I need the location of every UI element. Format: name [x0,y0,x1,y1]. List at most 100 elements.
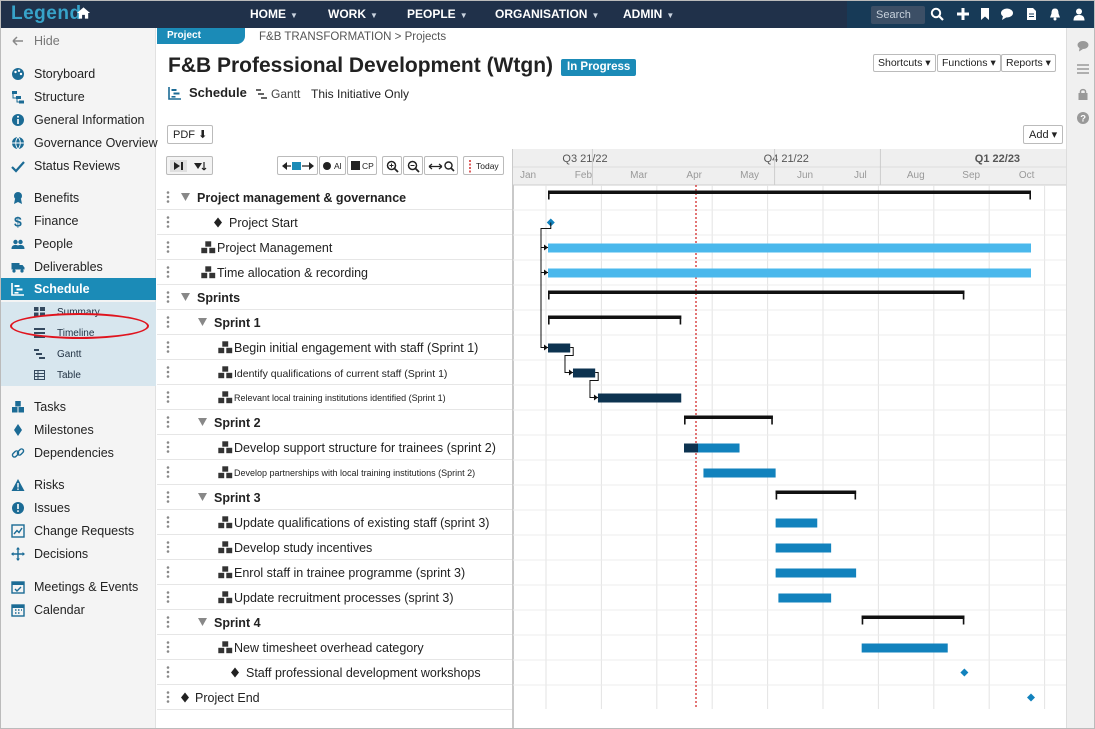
sidebar-item-storyboard[interactable]: Storyboard [1,63,156,85]
hide-sidebar-button[interactable]: Hide [1,30,156,52]
task-row[interactable]: Identify qualifications of current staff… [157,360,513,385]
menu-home[interactable]: HOME ▼ [250,7,298,21]
menu-organisation[interactable]: ORGANISATION ▼ [495,7,600,21]
sidebar-item-people[interactable]: People [1,233,156,255]
task-row[interactable]: Relevant local training institutions ide… [157,385,513,410]
task-bar[interactable] [775,568,857,578]
collapse-triangle-icon[interactable] [198,618,207,626]
sidebar-item-benefits[interactable]: Benefits [1,187,156,209]
task-row[interactable]: Begin initial engagement with staff (Spr… [157,335,513,360]
task-bar[interactable] [548,268,1031,278]
add-button[interactable]: Add ▾ [1023,125,1064,144]
task-bar[interactable] [548,343,571,353]
drag-handle-icon[interactable] [166,566,170,578]
drag-handle-icon[interactable] [166,241,170,253]
plus-icon[interactable] [956,7,970,21]
task-row[interactable]: Enrol staff in trainee programme (sprint… [157,560,513,585]
task-row[interactable]: Develop support structure for trainees (… [157,435,513,460]
sidebar-item-tasks[interactable]: Tasks [1,396,156,418]
menu-admin[interactable]: ADMIN ▼ [623,7,675,21]
task-bar[interactable] [597,393,682,403]
drag-handle-icon[interactable] [166,216,170,228]
task-bar[interactable] [703,468,776,478]
drag-handle-icon[interactable] [166,266,170,278]
sidebar-item-status-reviews[interactable]: Status Reviews [1,155,156,177]
drag-handle-icon[interactable] [166,641,170,653]
drag-handle-icon[interactable] [166,691,170,703]
task-row[interactable]: Sprint 2 [157,410,513,435]
expand-all-icon[interactable] [170,160,187,172]
sidebar-item-meetings-events[interactable]: Meetings & Events [1,576,156,598]
sidebar-sub-gantt[interactable]: Gantt [1,344,156,365]
task-row[interactable]: Project End [157,685,513,710]
zoom-out-button[interactable] [403,156,423,175]
task-bar[interactable] [775,543,832,553]
sidebar-item-deliverables[interactable]: Deliverables [1,256,156,278]
task-row[interactable]: Sprint 3 [157,485,513,510]
collapse-triangle-icon[interactable] [198,493,207,501]
task-row[interactable]: Update qualifications of existing staff … [157,510,513,535]
task-bar[interactable] [572,368,596,378]
pdf-export-button[interactable]: PDF ⬇ [167,125,214,144]
shortcuts-button[interactable]: Shortcuts ▾ [873,54,936,72]
collapse-triangle-icon[interactable] [181,193,190,201]
sidebar-item-milestones[interactable]: Milestones [1,419,156,441]
scope-filter[interactable]: This Initiative Only [311,87,410,101]
task-row[interactable]: Project Start [157,210,513,235]
today-button[interactable]: Today [463,156,504,175]
brand-logo[interactable]: Legend [11,3,82,24]
sidebar-item-calendar[interactable]: Calendar [1,599,156,621]
zoom-to-fit-button[interactable] [424,156,458,175]
summary-bar[interactable] [548,315,682,320]
drag-handle-icon[interactable] [166,491,170,503]
task-row[interactable]: Time allocation & recording [157,260,513,285]
task-row[interactable]: Staff professional development workshops [157,660,513,685]
menu-work[interactable]: WORK ▼ [328,7,378,21]
list-icon[interactable] [1077,63,1089,75]
drag-handle-icon[interactable] [166,466,170,478]
zoom-in-button[interactable] [382,156,402,175]
drag-handle-icon[interactable] [166,616,170,628]
task-row[interactable]: Develop study incentives [157,535,513,560]
functions-button[interactable]: Functions ▾ [937,54,1001,72]
document-icon[interactable] [1024,7,1038,21]
bookmark-icon[interactable] [978,7,992,21]
search-icon[interactable] [930,7,944,21]
drag-handle-icon[interactable] [166,591,170,603]
drag-handle-icon[interactable] [166,541,170,553]
critical-path-button[interactable]: CP [347,156,377,175]
summary-bar[interactable] [861,615,965,620]
breadcrumb[interactable]: F&B TRANSFORMATION > Projects [259,31,447,43]
task-row[interactable]: Sprint 1 [157,310,513,335]
task-row[interactable]: Sprints [157,285,513,310]
drag-handle-icon[interactable] [166,441,170,453]
sidebar-item-change-requests[interactable]: Change Requests [1,520,156,542]
milestone-marker[interactable] [1027,693,1035,702]
drag-handle-icon[interactable] [166,366,170,378]
task-row[interactable]: New timesheet overhead category [157,635,513,660]
task-row[interactable]: Project management & governance [157,185,513,210]
reports-button[interactable]: Reports ▾ [1001,54,1056,72]
summary-bar[interactable] [775,490,857,495]
task-bar[interactable] [778,593,832,603]
drag-handle-icon[interactable] [166,516,170,528]
drag-handle-icon[interactable] [166,666,170,678]
sidebar-sub-table[interactable]: Table [1,365,156,386]
scroll-to-today-button[interactable] [277,156,318,175]
collapse-all-icon[interactable] [192,160,209,172]
search-input[interactable]: Search [871,6,925,24]
task-bar[interactable] [684,443,740,453]
sidebar-item-dependencies[interactable]: Dependencies [1,442,156,464]
comment-icon[interactable] [1077,40,1089,52]
summary-bar[interactable] [548,290,965,295]
task-bar[interactable] [548,243,1031,253]
sidebar-item-governance-overview[interactable]: Governance Overview [1,132,158,154]
menu-people[interactable]: PEOPLE ▼ [407,7,468,21]
sidebar-item-general-information[interactable]: General Information [1,109,156,131]
sidebar-item-finance[interactable]: $ Finance [1,210,156,232]
task-row[interactable]: Develop partnerships with local training… [157,460,513,485]
show-all-button[interactable]: Al [319,156,346,175]
collapse-triangle-icon[interactable] [181,293,190,301]
collapse-triangle-icon[interactable] [198,318,207,326]
task-bar[interactable] [861,643,948,653]
